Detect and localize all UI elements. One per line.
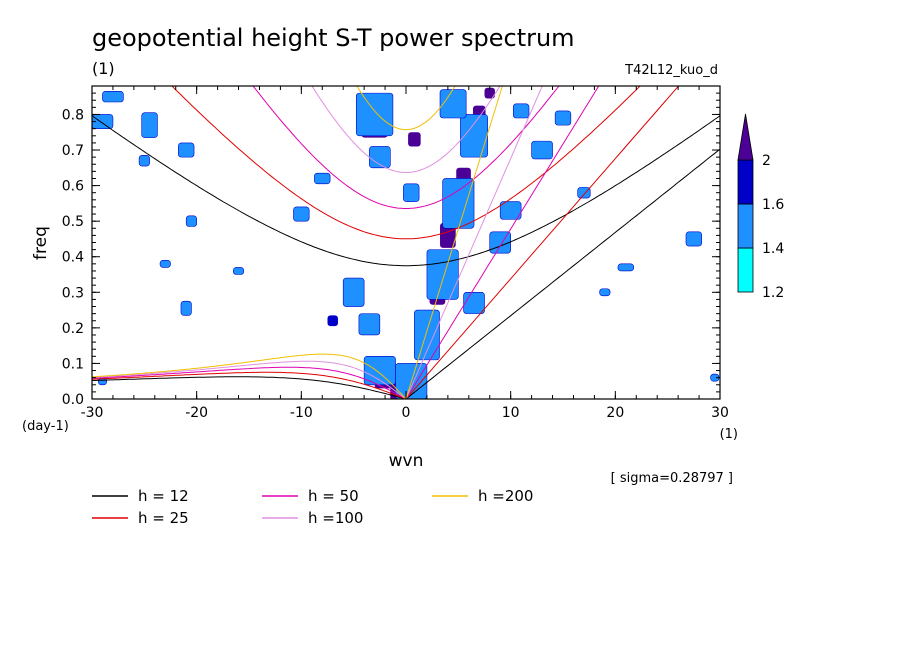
- y-tick-label: 0.0: [62, 392, 84, 408]
- spectrum-cell: [685, 231, 702, 247]
- y-tick-label: 0.1: [62, 356, 84, 372]
- y-tick-label: 0.4: [62, 250, 84, 266]
- gravity-wave-curve: [252, 86, 560, 209]
- rossby-wave-curve: [92, 371, 407, 399]
- colorbar-arrow: [737, 113, 754, 161]
- y-tick-label: 0.6: [62, 179, 84, 195]
- colorbar-label: 2: [762, 153, 771, 169]
- spectrum-cell: [617, 263, 634, 272]
- spectrum-cell: [92, 114, 114, 129]
- spectrum-cell: [178, 142, 195, 158]
- spectrum-shading: [92, 87, 720, 399]
- spectrum-cell: [314, 172, 331, 185]
- plot-frame: [91, 85, 721, 400]
- gravity-wave-curve: [92, 115, 720, 267]
- colorbar-label: 1.4: [762, 241, 784, 257]
- kelvin-curve: [405, 86, 680, 399]
- spectrum-cell: [599, 288, 611, 297]
- spectrum-cell: [102, 91, 124, 103]
- x-tick-label: 10: [502, 405, 520, 421]
- gravity-wave-curve: [311, 86, 501, 174]
- chart-subtitle: (1): [92, 59, 115, 78]
- kelvin-curve: [405, 86, 543, 399]
- spectrum-cell: [403, 183, 420, 202]
- rossby-wave-curve: [92, 376, 407, 399]
- spectrum-cell: [138, 155, 150, 167]
- kelvin-curve: [405, 86, 600, 399]
- dispersion-curves: [92, 86, 720, 399]
- spectrum-cell: [408, 132, 421, 147]
- x-tick-label: 0: [402, 405, 411, 421]
- spectrum-cell: [233, 267, 245, 275]
- spectrum-cell: [358, 313, 381, 336]
- spectrum-cell: [293, 206, 310, 222]
- spectrum-cell: [185, 215, 197, 227]
- spectrum-cell: [342, 277, 365, 307]
- colorbar-segment: [737, 247, 754, 293]
- chart-title: geopotential height S-T power spectrum: [92, 24, 575, 52]
- spectrum-cell: [414, 309, 440, 361]
- axis-ticks: -30 -20 -10 0 10 20 30 0.0 0.1 0.2 0.3 0.4 0.5 0.6 0.7…: [62, 86, 729, 421]
- spectrum-cell: [180, 300, 192, 316]
- y-tick-label: 0.7: [62, 143, 84, 159]
- y-tick-label: 0.2: [62, 321, 84, 337]
- x-tick-label: -10: [290, 405, 313, 421]
- x-tick-label: 20: [606, 405, 624, 421]
- spectrum-cell: [442, 178, 475, 229]
- colorbar: 1.2 1.4 1.6 2: [737, 113, 784, 301]
- rossby-wave-curve: [92, 366, 407, 399]
- x-tick-label: -20: [185, 405, 208, 421]
- spectrum-cell: [439, 89, 467, 119]
- colorbar-label: 1.6: [762, 197, 784, 213]
- spectrum-cell: [363, 356, 396, 386]
- spectrum-cell: [355, 92, 394, 137]
- spectrum-cell: [159, 259, 171, 268]
- kelvin-curve: [405, 86, 503, 399]
- x-tick-label: 30: [711, 405, 729, 421]
- spectrum-cell: [141, 112, 158, 138]
- y-axis-unit: (day-1): [22, 419, 69, 434]
- spectrum-cell: [512, 103, 530, 119]
- y-axis-label: freq: [31, 226, 51, 260]
- y-tick-label: 0.3: [62, 285, 84, 301]
- rossby-wave-curve: [92, 360, 407, 399]
- colorbar-segment: [737, 203, 754, 249]
- sigma-label: [ sigma=0.28797 ]: [611, 471, 733, 486]
- rossby-wave-curve: [92, 353, 407, 399]
- run-label: T42L12_kuo_d: [624, 63, 718, 78]
- spectrum-cell: [577, 187, 591, 199]
- legend-label: h = 25: [138, 509, 189, 527]
- spectrum-cell: [440, 222, 456, 248]
- gravity-wave-curve: [356, 86, 456, 131]
- colorbar-label: 1.2: [762, 285, 784, 301]
- legend-label: h =100: [308, 509, 363, 527]
- gravity-wave-curve: [171, 86, 641, 240]
- colorbar-segment: [737, 159, 754, 205]
- spectrum-cell: [499, 201, 522, 220]
- legend-label: h = 12: [138, 487, 189, 505]
- x-axis-unit: (1): [720, 427, 738, 442]
- spectrum-cell: [460, 114, 488, 158]
- kelvin-curve: [405, 148, 720, 399]
- y-tick-label: 0.5: [62, 214, 84, 230]
- x-axis-label: wvn: [389, 451, 424, 471]
- spectrum-cell: [463, 291, 485, 314]
- legend-label: h =200: [478, 487, 533, 505]
- spectrum-cell: [484, 87, 495, 99]
- legend: h = 12 h = 25 h = 50 h =100 h =200: [92, 487, 533, 527]
- spectrum-cell: [531, 140, 553, 160]
- x-tick-label: -30: [81, 405, 104, 421]
- spectrum-cell: [327, 315, 338, 327]
- legend-label: h = 50: [308, 487, 359, 505]
- y-tick-label: 0.8: [62, 107, 84, 123]
- spectrum-cell: [426, 249, 459, 300]
- spectrum-cell: [554, 110, 572, 126]
